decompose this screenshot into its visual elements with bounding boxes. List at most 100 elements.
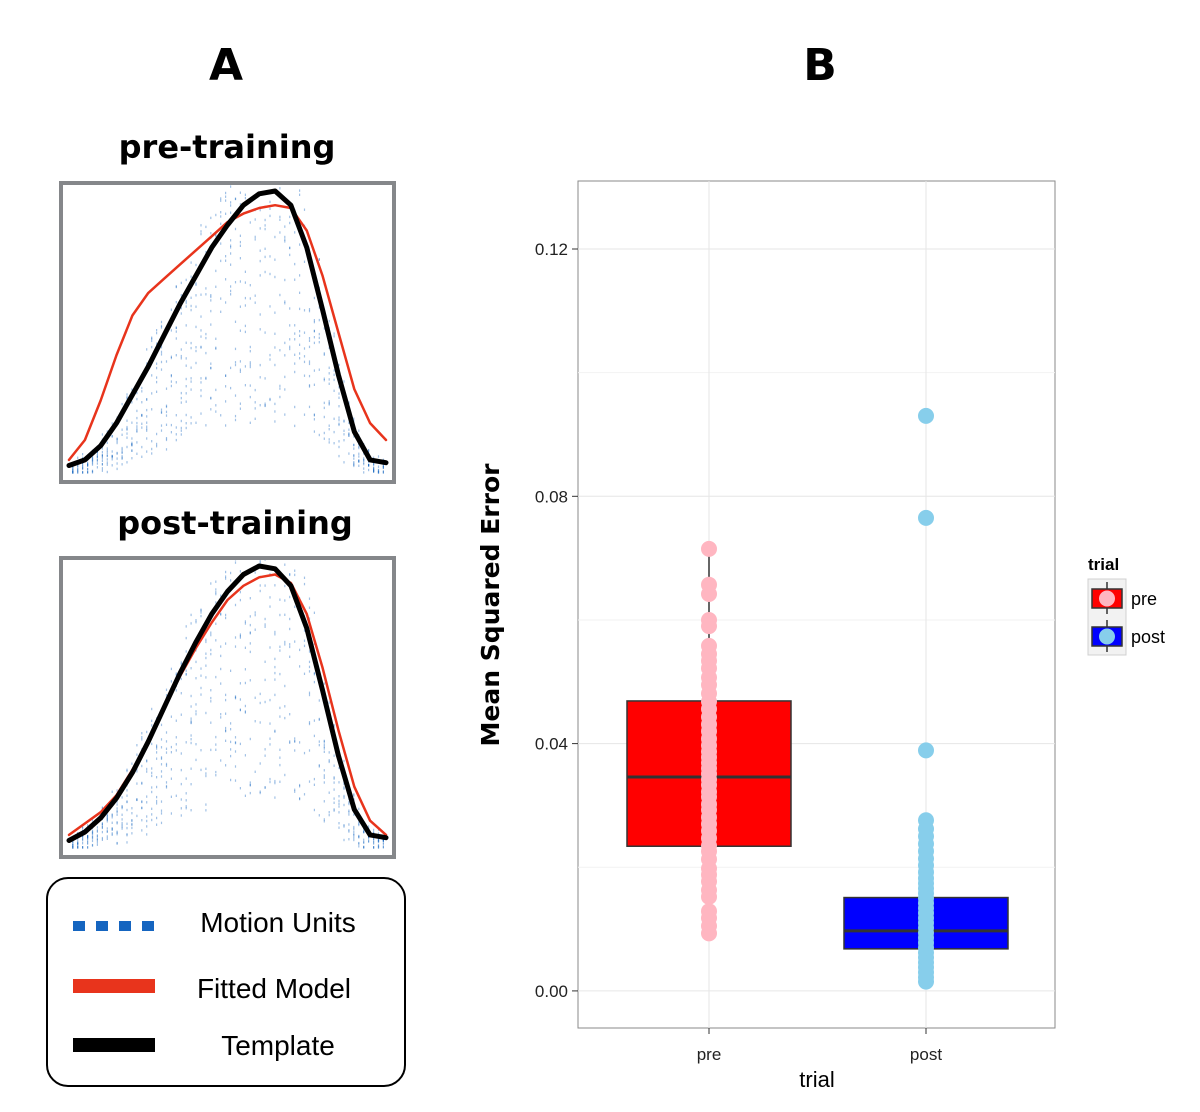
motion-unit-dot xyxy=(160,770,163,773)
motion-unit-dot xyxy=(274,584,276,587)
motion-unit-dot xyxy=(234,779,237,782)
motion-unit-dot xyxy=(225,570,227,574)
motion-unit-dot xyxy=(239,305,241,308)
motion-unit-dot xyxy=(230,579,232,582)
motion-unit-dot xyxy=(131,444,133,447)
motion-unit-dot xyxy=(77,468,79,472)
motion-unit-dot xyxy=(254,301,256,304)
motion-unit-dot xyxy=(269,780,271,784)
motion-unit-dot xyxy=(225,739,227,742)
motion-unit-dot xyxy=(165,405,168,409)
motion-unit-dot xyxy=(141,800,143,803)
motion-unit-dot xyxy=(126,822,128,825)
motion-unit-dot xyxy=(180,401,182,404)
motion-unit-dot xyxy=(343,419,345,422)
motion-unit-dot xyxy=(121,455,123,458)
motion-unit-dot xyxy=(146,819,148,823)
motion-unit-dot xyxy=(323,327,325,330)
motion-unit-dot xyxy=(151,440,153,443)
motion-unit-dot xyxy=(308,597,311,600)
motion-unit-dot xyxy=(141,800,143,804)
pre-training-title: pre-training xyxy=(118,128,336,166)
motion-unit-dot xyxy=(225,730,227,733)
motion-unit-dot xyxy=(170,308,172,311)
motion-unit-dot xyxy=(308,721,311,724)
motion-unit-dot xyxy=(200,768,202,772)
motion-unit-dot xyxy=(151,337,153,340)
motion-unit-dot xyxy=(230,239,232,242)
motion-unit-dot xyxy=(303,331,306,334)
legend-key-pre xyxy=(1091,582,1123,614)
motion-unit-dot xyxy=(131,449,133,452)
motion-unit-dot xyxy=(215,337,217,340)
motion-unit-dot xyxy=(328,813,330,817)
motion-unit-dot xyxy=(230,201,232,204)
motion-unit-dot xyxy=(323,745,325,748)
motion-unit-dot xyxy=(264,247,266,250)
motion-unit-dot xyxy=(131,762,133,765)
motion-unit-dot xyxy=(136,782,138,785)
motion-unit-dot xyxy=(126,461,128,464)
motion-unit-dot xyxy=(96,826,98,829)
motion-unit-dot xyxy=(190,275,192,278)
motion-unit-dot xyxy=(91,463,94,466)
motion-unit-dot xyxy=(195,349,197,353)
motion-unit-dot xyxy=(318,368,320,371)
motion-unit-dot xyxy=(333,389,335,392)
motion-unit-dot xyxy=(348,801,350,804)
motion-unit-dot xyxy=(269,398,271,402)
motion-unit-dot xyxy=(279,672,281,676)
motion-unit-dot xyxy=(348,452,350,455)
motion-unit-dot xyxy=(225,212,227,215)
motion-unit-dot xyxy=(269,272,271,276)
motion-unit-dot xyxy=(313,319,315,322)
motion-unit-dot xyxy=(373,468,375,471)
motion-unit-dot xyxy=(101,822,103,826)
motion-unit-dot xyxy=(299,334,301,337)
motion-unit-dot xyxy=(116,830,118,833)
motion-unit-dot xyxy=(259,560,261,563)
motion-unit-dot xyxy=(323,437,325,440)
motion-unit-dot xyxy=(101,454,103,457)
motion-unit-dot xyxy=(210,652,212,656)
motion-unit-dot xyxy=(126,397,128,400)
motion-unit-dot xyxy=(225,575,227,578)
motion-unit-dot xyxy=(101,836,103,840)
motion-unit-dot xyxy=(156,747,158,750)
motion-unit-dot xyxy=(284,563,286,566)
motion-unit-dot xyxy=(338,445,340,449)
motion-unit-dot xyxy=(328,760,330,764)
motion-unit-dot xyxy=(126,428,128,431)
legend-label-motion-units: Motion Units xyxy=(200,907,356,938)
motion-unit-dot xyxy=(284,640,286,644)
motion-unit-dot xyxy=(136,421,138,425)
motion-unit-dot xyxy=(170,355,172,358)
motion-unit-dot xyxy=(91,837,94,840)
motion-unit-dot xyxy=(279,349,281,352)
motion-unit-dot xyxy=(175,285,177,288)
motion-unit-dot xyxy=(77,843,79,846)
motion-unit-dot xyxy=(328,402,330,405)
motion-unit-dot xyxy=(72,467,74,471)
motion-unit-dot xyxy=(303,672,306,675)
motion-unit-dot xyxy=(294,569,296,572)
motion-unit-dot xyxy=(353,464,355,468)
motion-unit-dot xyxy=(175,689,177,692)
motion-unit-dot xyxy=(180,307,182,310)
motion-unit-dot xyxy=(353,825,355,829)
motion-unit-dot xyxy=(180,768,182,772)
motion-unit-dot xyxy=(156,785,158,789)
motion-unit-dot xyxy=(156,380,158,384)
motion-unit-dot xyxy=(91,844,94,847)
motion-unit-dot xyxy=(289,221,291,225)
motion-unit-dot xyxy=(328,441,330,444)
motion-unit-dot xyxy=(333,369,335,372)
motion-unit-dot xyxy=(225,577,227,580)
motion-unit-dot xyxy=(234,347,237,351)
motion-unit-dot xyxy=(72,846,74,849)
motion-unit-dot xyxy=(136,429,138,432)
motion-unit-dot xyxy=(180,663,182,666)
legend-dot-post xyxy=(1099,628,1115,645)
motion-unit-dot xyxy=(160,738,163,741)
motion-unit-dot xyxy=(160,763,163,766)
